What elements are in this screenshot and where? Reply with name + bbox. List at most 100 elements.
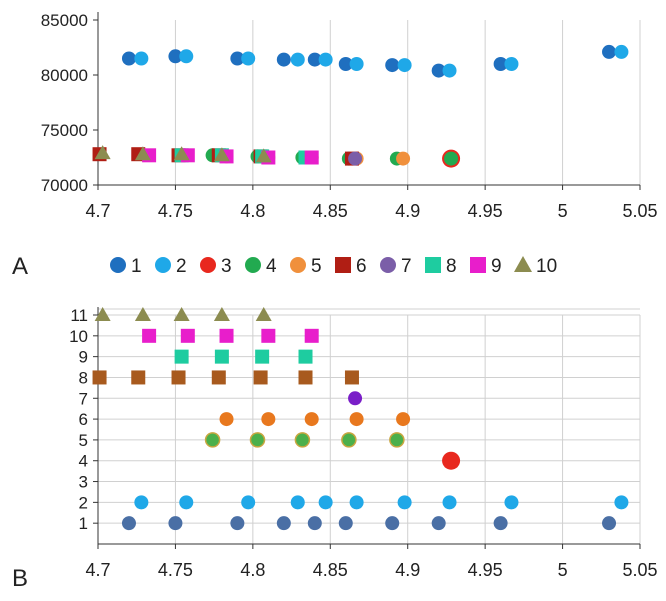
data-point	[171, 370, 186, 385]
legend-item: 5	[290, 256, 322, 277]
legend-marker	[290, 257, 306, 273]
legend-marker	[245, 257, 261, 273]
data-point	[304, 328, 319, 343]
legend-marker	[470, 257, 486, 273]
legend-marker	[110, 257, 126, 273]
data-point	[131, 370, 146, 385]
data-point	[261, 328, 276, 343]
data-point	[396, 151, 411, 166]
data-point	[338, 516, 353, 531]
data-point	[504, 57, 519, 71]
data-point	[397, 58, 412, 73]
y-tick-label: 2	[79, 493, 88, 512]
legend-label: 8	[446, 256, 457, 277]
x-tick-label: 4.8	[240, 201, 265, 221]
y-tick-label: 10	[69, 327, 88, 346]
data-point	[94, 307, 111, 321]
legend-marker	[514, 256, 532, 272]
series-8	[174, 148, 313, 165]
data-point	[219, 412, 234, 427]
legend-label: 2	[176, 256, 187, 277]
data-point	[348, 151, 363, 166]
legend-marker	[155, 257, 171, 273]
legend-item: 3	[200, 256, 232, 277]
legend-label: 10	[536, 256, 557, 277]
data-point	[318, 52, 333, 67]
data-point	[307, 52, 322, 67]
data-point	[504, 495, 519, 510]
panel-label: B	[12, 565, 28, 592]
data-point	[121, 51, 136, 66]
legend-item: 9	[470, 256, 502, 277]
y-tick-label: 9	[79, 348, 88, 367]
data-point	[396, 412, 411, 427]
data-point	[142, 328, 157, 343]
data-point	[444, 151, 459, 166]
data-point	[304, 412, 319, 427]
y-tick-label: 75000	[41, 121, 88, 140]
y-tick-label: 1	[79, 514, 88, 533]
data-point	[348, 391, 363, 406]
data-point	[134, 307, 151, 321]
series-10	[94, 307, 272, 321]
data-point	[179, 495, 194, 510]
data-point	[261, 412, 276, 427]
data-point	[92, 370, 107, 385]
series-10	[94, 145, 272, 163]
data-point	[338, 57, 353, 71]
data-point	[341, 432, 357, 448]
y-tick-label: 8	[79, 368, 88, 387]
data-point	[213, 307, 230, 321]
data-point	[255, 307, 272, 321]
data-point	[168, 516, 183, 531]
x-tick-label: 4.8	[240, 560, 265, 580]
y-tick-label: 4	[79, 452, 88, 471]
legend-label: 5	[311, 256, 322, 277]
data-point	[174, 349, 189, 364]
data-point	[431, 63, 446, 78]
legend-item: 10	[514, 256, 557, 277]
data-point	[290, 495, 305, 510]
data-point	[255, 349, 270, 364]
x-tick-label: 4.9	[395, 201, 420, 221]
data-point	[134, 146, 151, 161]
data-point	[385, 58, 400, 73]
legend-marker	[335, 257, 351, 273]
series-7	[92, 370, 359, 385]
data-point	[241, 51, 256, 66]
legend-item: 6	[335, 256, 367, 277]
data-point	[134, 495, 149, 510]
x-tick-label: 4.7	[85, 201, 110, 221]
panel-label: A	[12, 253, 28, 280]
series-7	[348, 151, 363, 166]
series-4	[205, 148, 459, 166]
data-point	[493, 57, 508, 71]
data-point	[276, 52, 291, 67]
y-tick-label: 85000	[41, 11, 88, 30]
x-tick-label: 5.05	[622, 560, 657, 580]
x-tick-label: 4.9	[395, 560, 420, 580]
panel-a: 4.7 4.75 4.8 4.85 4.9 4.95 5 5.05 70000 75000 8000…	[12, 11, 658, 280]
legend-item: 7	[380, 256, 412, 277]
x-tick-label: 5.05	[622, 201, 657, 221]
series-4	[204, 432, 405, 448]
data-point	[298, 370, 313, 385]
legend-label: 9	[491, 256, 502, 277]
series-2	[134, 44, 629, 78]
data-point	[214, 349, 229, 364]
series-1	[121, 44, 617, 78]
data-point	[180, 328, 195, 343]
data-point	[349, 412, 364, 427]
data-point	[94, 145, 111, 160]
series-6	[348, 391, 363, 406]
data-point	[442, 63, 457, 78]
series-8	[174, 349, 313, 364]
data-point	[173, 146, 190, 161]
x-tick-label: 5	[558, 201, 568, 221]
series-9	[142, 148, 319, 165]
legend-marker	[380, 257, 396, 273]
data-point	[249, 432, 266, 448]
data-point	[493, 516, 508, 531]
x-tick-label: 4.75	[158, 560, 193, 580]
